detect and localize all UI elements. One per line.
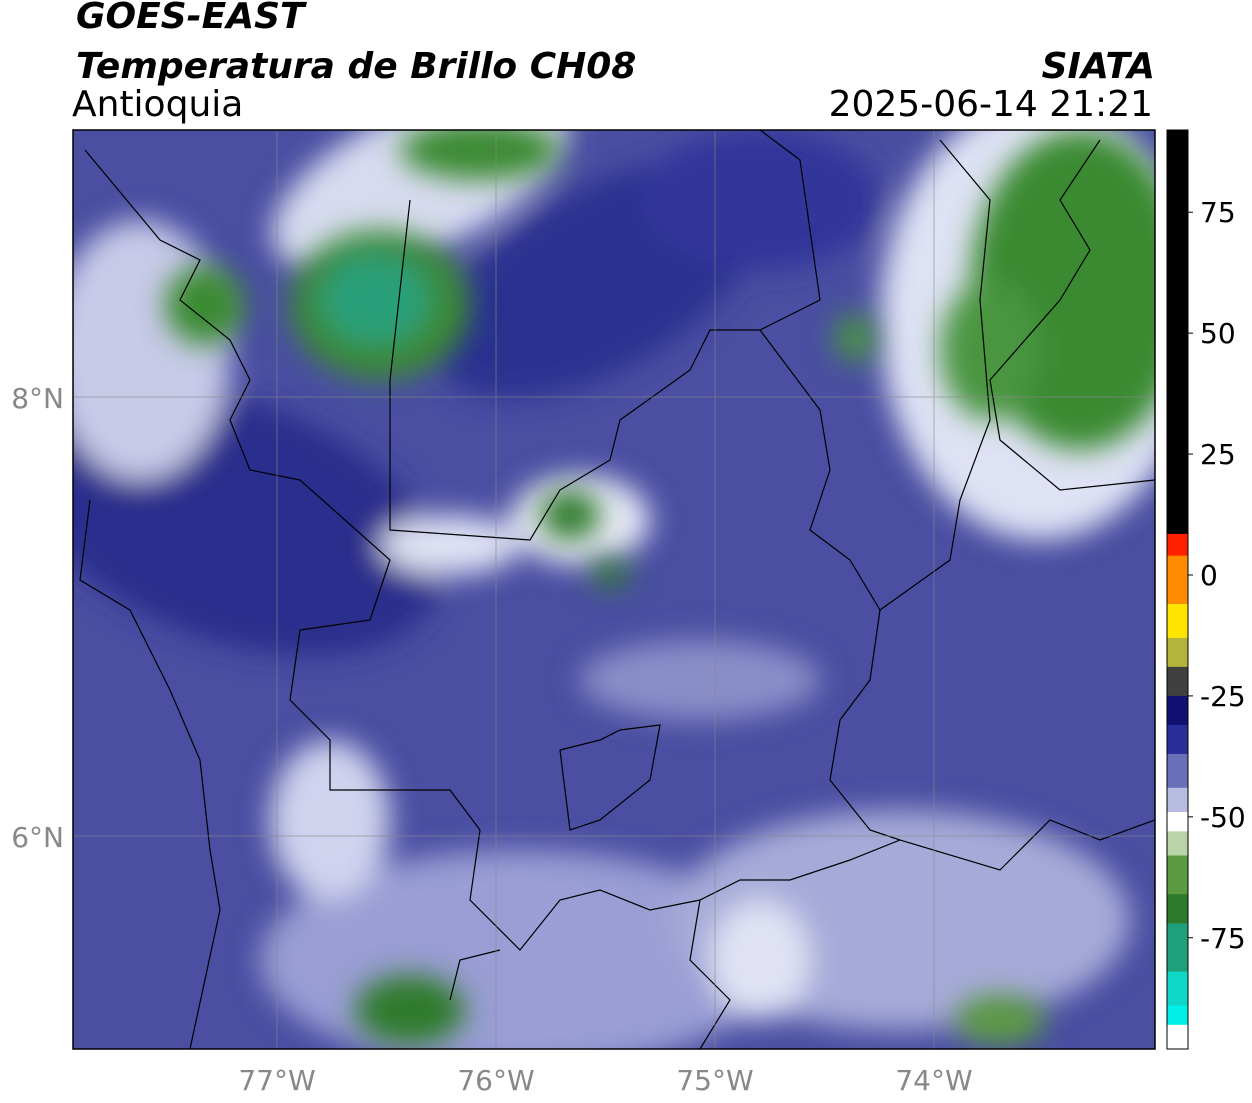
subtitle: Temperatura de Brillo CH08 xyxy=(76,46,636,87)
colorbar-band xyxy=(1167,695,1188,726)
source: SIATA xyxy=(1042,46,1155,87)
colorbar-label: 50 xyxy=(1200,317,1236,350)
colorbar-frame xyxy=(1166,129,1189,1050)
map-frame xyxy=(72,129,1156,1050)
colorbar-band xyxy=(1167,724,1188,755)
colorbar-label: -50 xyxy=(1200,801,1246,834)
colorbar-band xyxy=(1167,637,1188,668)
colorbar-band xyxy=(1167,894,1188,924)
colorbar-band xyxy=(1167,831,1188,857)
colorbar-band xyxy=(1167,130,1188,535)
title: GOES-EAST xyxy=(76,0,307,37)
colorbar-band xyxy=(1167,533,1188,557)
colorbar-band xyxy=(1167,604,1188,639)
colorbar-band xyxy=(1167,1005,1188,1026)
colorbar-band xyxy=(1167,753,1188,789)
colorbar-label: -75 xyxy=(1200,922,1246,955)
satellite-image xyxy=(73,130,1155,1049)
lat-label: 6°N xyxy=(11,821,64,854)
lon-label: 74°W xyxy=(895,1064,972,1097)
colorbar-band xyxy=(1167,971,1188,1006)
colorbar-band xyxy=(1167,666,1188,697)
lon-label: 77°W xyxy=(238,1064,315,1097)
colorbar-label: 0 xyxy=(1200,559,1218,592)
colorbar-label: 75 xyxy=(1200,196,1236,229)
datetime: 2025-06-14 21:21 xyxy=(829,84,1153,125)
colorbar-band xyxy=(1167,787,1188,813)
colorbar: 75 50 25 0 -25 -50 -75 xyxy=(1166,129,1246,1050)
colorbar-band xyxy=(1167,855,1188,895)
colorbar-band xyxy=(1167,1024,1188,1050)
colorbar-band xyxy=(1167,811,1188,832)
lat-label: 8°N xyxy=(11,382,64,415)
region: Antioquia xyxy=(72,84,243,125)
lon-label: 76°W xyxy=(457,1064,534,1097)
colorbar-label: 25 xyxy=(1200,438,1236,471)
colorbar-band xyxy=(1167,555,1188,605)
colorbar-band xyxy=(1167,923,1188,973)
colorbar-label: -25 xyxy=(1200,680,1246,713)
lon-label: 75°W xyxy=(676,1064,753,1097)
